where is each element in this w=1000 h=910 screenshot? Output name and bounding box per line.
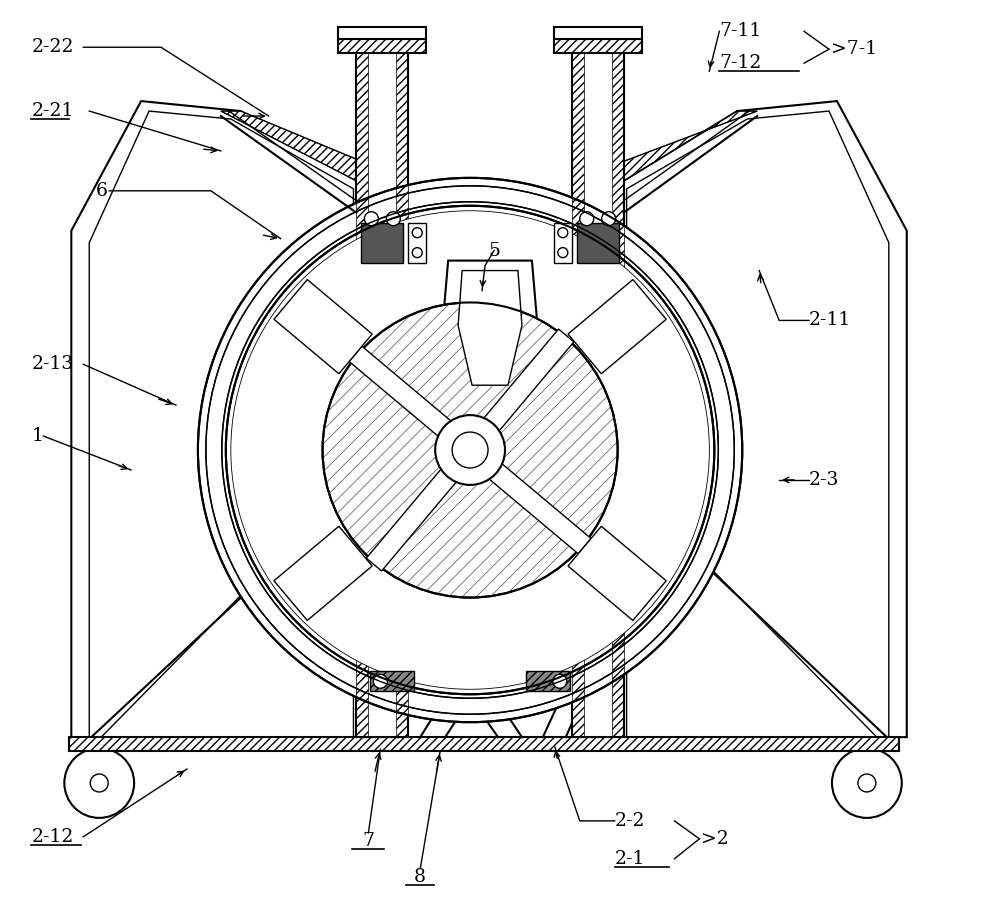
Polygon shape <box>458 270 522 385</box>
Circle shape <box>858 774 876 792</box>
Polygon shape <box>577 223 619 263</box>
Text: 1: 1 <box>31 427 43 445</box>
Polygon shape <box>366 458 466 571</box>
Bar <box>356 41 408 737</box>
Text: 2-21: 2-21 <box>31 102 74 120</box>
Text: 2-22: 2-22 <box>31 38 74 56</box>
Polygon shape <box>274 526 372 621</box>
Polygon shape <box>221 111 408 211</box>
Polygon shape <box>568 279 666 374</box>
Circle shape <box>323 302 618 598</box>
Polygon shape <box>474 329 574 442</box>
Polygon shape <box>71 101 356 737</box>
Bar <box>554 39 642 53</box>
Text: 6: 6 <box>96 182 108 200</box>
Circle shape <box>206 186 734 714</box>
Polygon shape <box>477 454 591 554</box>
Polygon shape <box>89 111 353 737</box>
Circle shape <box>373 674 387 688</box>
Text: 7: 7 <box>362 832 374 850</box>
Circle shape <box>412 228 422 238</box>
Circle shape <box>412 248 422 258</box>
Circle shape <box>364 212 378 226</box>
Bar <box>554 39 642 53</box>
Polygon shape <box>627 111 889 737</box>
Circle shape <box>198 177 742 723</box>
Polygon shape <box>554 223 572 263</box>
Text: >7-1: >7-1 <box>831 40 877 58</box>
Circle shape <box>435 415 505 485</box>
Polygon shape <box>624 101 907 737</box>
Text: 8: 8 <box>414 868 426 885</box>
Circle shape <box>226 206 714 694</box>
Circle shape <box>558 248 568 258</box>
Polygon shape <box>568 526 666 621</box>
Polygon shape <box>408 223 426 263</box>
Polygon shape <box>526 672 570 692</box>
Bar <box>554 27 642 39</box>
Text: 7-12: 7-12 <box>719 55 762 72</box>
Text: 2-13: 2-13 <box>31 355 74 373</box>
Text: 2-1: 2-1 <box>615 850 645 868</box>
Text: 2-2: 2-2 <box>615 812 645 830</box>
Circle shape <box>198 177 742 723</box>
Circle shape <box>222 202 718 698</box>
Polygon shape <box>442 260 538 390</box>
Bar <box>612 41 624 737</box>
Circle shape <box>386 212 400 226</box>
Circle shape <box>452 432 488 468</box>
Circle shape <box>580 212 594 226</box>
Bar <box>572 41 584 737</box>
Text: 5: 5 <box>488 242 500 259</box>
Polygon shape <box>361 223 403 263</box>
Polygon shape <box>274 279 372 374</box>
Text: >2: >2 <box>701 830 729 848</box>
Bar <box>338 39 426 53</box>
Polygon shape <box>349 346 463 446</box>
Bar <box>69 737 899 751</box>
Bar <box>338 27 426 39</box>
Circle shape <box>64 748 134 818</box>
Circle shape <box>90 774 108 792</box>
Text: 2-11: 2-11 <box>809 311 851 329</box>
Bar <box>338 39 426 53</box>
Circle shape <box>558 228 568 238</box>
Bar <box>356 41 368 737</box>
Text: 2-12: 2-12 <box>31 828 74 845</box>
Circle shape <box>231 211 709 689</box>
Polygon shape <box>572 111 757 211</box>
Bar <box>396 41 408 737</box>
Circle shape <box>602 212 616 226</box>
Text: 7-11: 7-11 <box>719 23 762 40</box>
Polygon shape <box>370 672 414 692</box>
Circle shape <box>553 674 567 688</box>
Text: 2-3: 2-3 <box>809 470 839 489</box>
Circle shape <box>832 748 902 818</box>
Bar <box>572 41 624 737</box>
